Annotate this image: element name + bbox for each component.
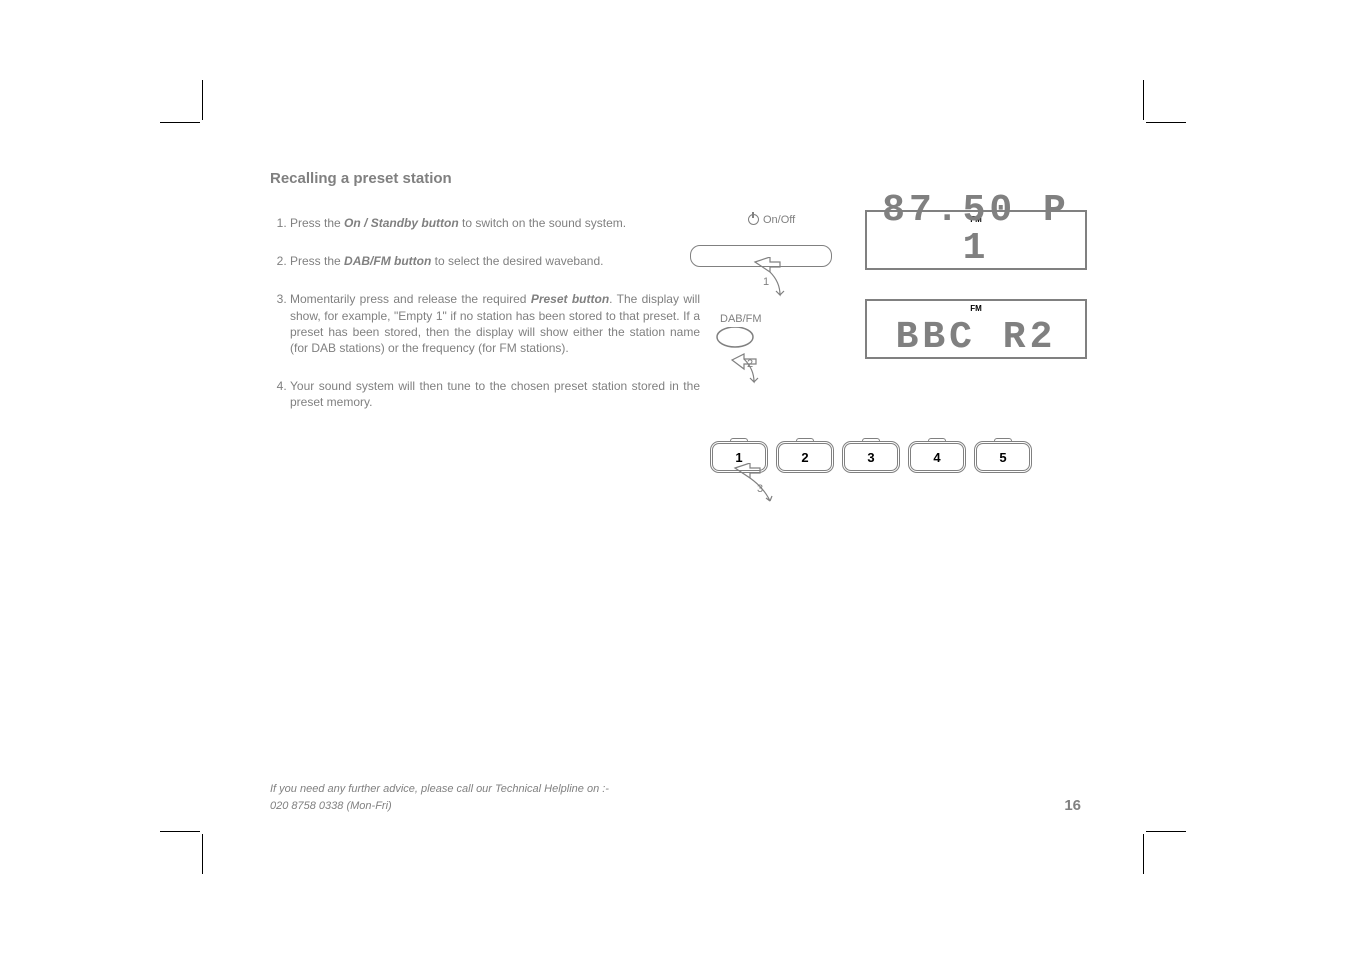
lcd-display-2: FM BBC R2 <box>865 299 1087 359</box>
step-text: Press the <box>290 254 344 268</box>
footer-line-1: If you need any further advice, please c… <box>270 781 609 798</box>
page-heading: Recalling a preset station <box>270 170 1090 187</box>
crop-mark-tr <box>1126 80 1186 140</box>
crop-mark-tl <box>160 80 220 140</box>
dabfm-label: DAB/FM <box>720 313 762 325</box>
lcd-display-1: FM 87.50 P 1 <box>865 210 1087 270</box>
step-text: Your sound system will then tune to the … <box>290 379 700 409</box>
crop-mark-bl <box>160 814 220 874</box>
footer-line-2: 020 8758 0338 (Mon-Fri) <box>270 798 609 815</box>
instruction-step-4: Your sound system will then tune to the … <box>290 378 700 410</box>
content-columns: Press the On / Standby button to switch … <box>270 215 1090 545</box>
diagram-column: On/Off FM 87.50 P 1 1 DAB/FM FM <box>730 215 1090 545</box>
step-callout-1: 1 <box>763 276 769 288</box>
preset-label: 5 <box>976 443 1030 471</box>
instruction-step-1: Press the On / Standby button to switch … <box>290 215 700 231</box>
footer-helpline: If you need any further advice, please c… <box>270 781 609 814</box>
step-text: Momentarily press and release the requir… <box>290 292 531 306</box>
press-arrow-1 <box>750 257 805 307</box>
step-callout-3: 3 <box>757 483 763 495</box>
page-number: 16 <box>1064 797 1081 814</box>
step-callout-2: 2 <box>747 358 753 370</box>
instruction-step-3: Momentarily press and release the requir… <box>290 291 700 356</box>
step-bold: Preset button <box>531 292 609 306</box>
step-text: to switch on the sound system. <box>459 216 626 230</box>
step-text: to select the desired waveband. <box>431 254 603 268</box>
step-text: Press the <box>290 216 344 230</box>
preset-label: 3 <box>844 443 898 471</box>
crop-mark-br <box>1126 814 1186 874</box>
instructions-column: Press the On / Standby button to switch … <box>270 215 700 545</box>
step-bold: On / Standby button <box>344 216 459 230</box>
preset-label: 4 <box>910 443 964 471</box>
display-text: 87.50 P 1 <box>867 192 1085 268</box>
fm-indicator: FM <box>970 304 982 313</box>
onoff-text: On/Off <box>763 214 795 226</box>
page-content: Recalling a preset station Press the On … <box>270 170 1090 545</box>
display-text: BBC R2 <box>867 319 1085 357</box>
preset-button-3[interactable]: 3 <box>842 441 900 473</box>
instruction-step-2: Press the DAB/FM button to select the de… <box>290 253 700 269</box>
preset-button-4[interactable]: 4 <box>908 441 966 473</box>
power-icon <box>748 214 759 225</box>
instruction-list: Press the On / Standby button to switch … <box>270 215 700 411</box>
preset-button-5[interactable]: 5 <box>974 441 1032 473</box>
onoff-label: On/Off <box>748 212 795 226</box>
press-arrow-3 <box>730 463 800 518</box>
step-bold: DAB/FM button <box>344 254 431 268</box>
